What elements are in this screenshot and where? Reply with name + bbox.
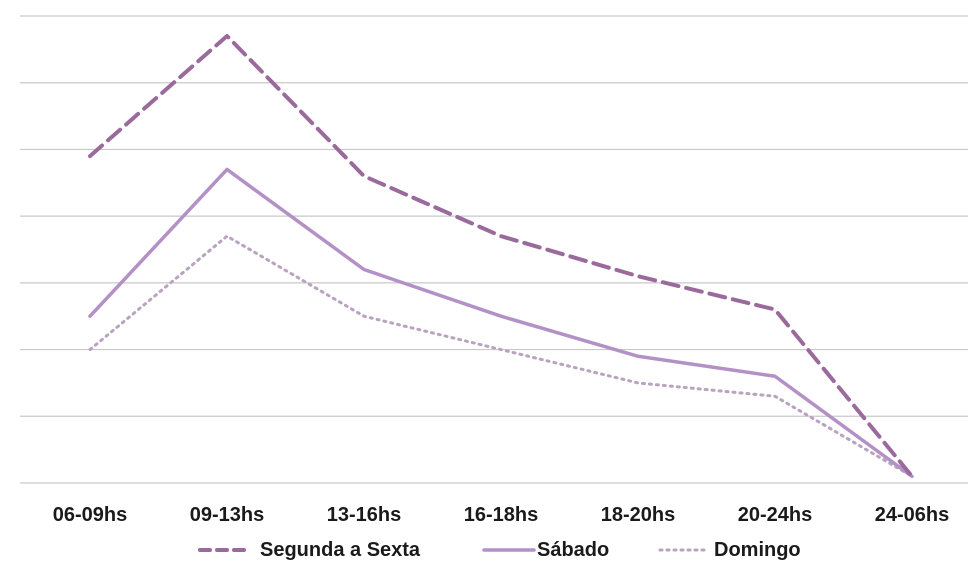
grid-lines [20,15,968,484]
x-axis-tick-labels: 06-09hs 09-13hs 13-16hs 16-18hs 18-20hs 20-24… [53,504,950,526]
x-tick-label: 16-18hs [464,504,539,526]
x-tick-label: 09-13hs [190,504,265,526]
x-tick-label: 24-06hs [875,504,950,526]
x-tick-label: 13-16hs [327,504,402,526]
x-tick-label: 20-24hs [738,504,813,526]
series-line-segunda-a-sexta [88,34,914,479]
legend-label: Domingo [714,539,801,561]
series-lines [88,34,914,479]
x-tick-label: 18-20hs [601,504,676,526]
legend: Segunda a Sexta Sábado Domingo [198,539,801,561]
legend-label: Segunda a Sexta [260,539,421,561]
x-tick-label: 06-09hs [53,504,128,526]
legend-label: Sábado [537,539,609,561]
series-line-domingo [88,234,914,478]
series-line-s-bado [88,167,914,479]
